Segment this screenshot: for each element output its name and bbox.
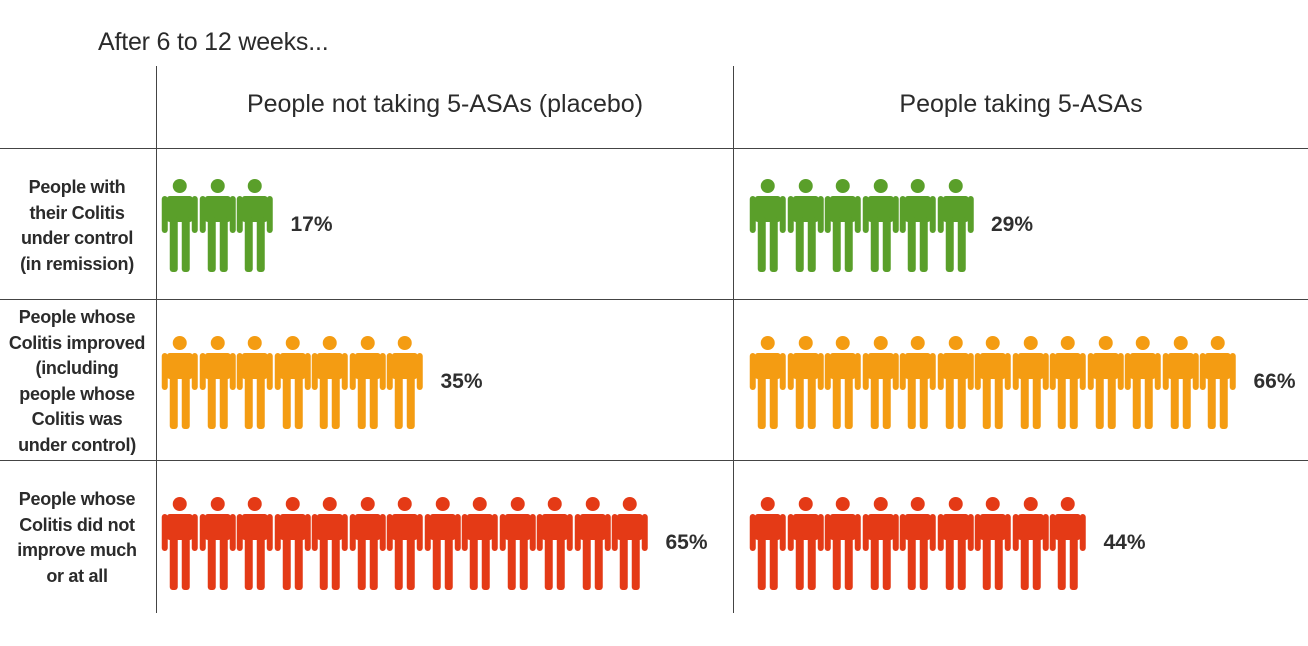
row-label-line: Colitis did not [19, 514, 135, 535]
person-icon [311, 335, 349, 429]
page-title: After 6 to 12 weeks... [98, 28, 329, 56]
row-divider-2 [0, 460, 1308, 461]
person-icon [787, 496, 825, 590]
person-icon [824, 178, 862, 272]
row-label-line: People whose [18, 307, 136, 327]
person-icon [349, 496, 387, 590]
column-divider-right [733, 66, 734, 613]
row-divider-1 [0, 299, 1308, 300]
person-icon [1162, 335, 1200, 429]
person-icon [536, 496, 574, 590]
row-label-improved: People whose Colitis improved (including pe… [0, 305, 154, 458]
icon-row [161, 335, 424, 429]
row-label-line: People with [28, 177, 126, 197]
cell-remission-placebo: 17% [161, 175, 333, 275]
row-label-line: People whose [18, 489, 136, 509]
row-label-line: their Colitis [29, 202, 125, 223]
person-icon [749, 496, 787, 590]
percent-label: 35% [440, 370, 483, 393]
cell-improved-5-asas: 66% [749, 332, 1296, 432]
cell-not-improved-5-asas: 44% [749, 493, 1146, 593]
person-icon [1199, 335, 1237, 429]
person-icon [1049, 335, 1087, 429]
row-label-line: people whose [19, 383, 135, 404]
percent-label: 65% [665, 531, 708, 554]
row-label-line: (in remission) [20, 253, 134, 274]
person-icon [349, 335, 387, 429]
person-icon [461, 496, 499, 590]
person-icon [274, 496, 312, 590]
person-icon [862, 335, 900, 429]
cell-remission-5-asas: 29% [749, 175, 1033, 275]
person-icon [937, 335, 975, 429]
icon-row [161, 178, 274, 272]
person-icon [161, 335, 199, 429]
person-icon [274, 335, 312, 429]
person-icon [749, 335, 787, 429]
percent-label: 17% [290, 213, 333, 236]
person-icon [386, 496, 424, 590]
person-icon [424, 496, 462, 590]
person-icon [199, 178, 237, 272]
person-icon [236, 496, 274, 590]
row-label-line: under control [20, 228, 134, 248]
row-label-line: (including [35, 358, 119, 378]
person-icon [974, 496, 1012, 590]
person-icon [862, 496, 900, 590]
person-icon [899, 335, 937, 429]
row-label-not-improved: People whose Colitis did not improve much o… [0, 487, 154, 589]
person-icon [824, 335, 862, 429]
person-icon [499, 496, 537, 590]
column-header-placebo: People not taking 5-ASAs (placebo) [246, 90, 644, 118]
person-icon [974, 335, 1012, 429]
person-icon [236, 335, 274, 429]
person-icon [1012, 335, 1050, 429]
person-icon [862, 178, 900, 272]
icon-row [749, 496, 1087, 590]
person-icon [937, 496, 975, 590]
person-icon [1087, 335, 1125, 429]
percent-label: 66% [1253, 370, 1296, 393]
row-label-line: Colitis was [31, 409, 123, 429]
icon-row [161, 496, 649, 590]
icon-row [749, 335, 1237, 429]
person-icon [787, 178, 825, 272]
person-icon [574, 496, 612, 590]
person-icon [311, 496, 349, 590]
row-label-line: under control) [18, 434, 136, 455]
column-header-5-asas: People taking 5-ASAs [899, 90, 1143, 118]
person-icon [161, 178, 199, 272]
person-icon [199, 335, 237, 429]
person-icon [1124, 335, 1162, 429]
percent-label: 44% [1103, 531, 1146, 554]
person-icon [1012, 496, 1050, 590]
person-icon [236, 178, 274, 272]
person-icon [199, 496, 237, 590]
person-icon [749, 178, 787, 272]
icon-row [749, 178, 975, 272]
person-icon [161, 496, 199, 590]
column-divider-left [156, 66, 157, 613]
person-icon [899, 496, 937, 590]
person-icon [937, 178, 975, 272]
person-icon [611, 496, 649, 590]
row-label-remission: People with their Colitis under control (in… [0, 175, 154, 277]
cell-improved-placebo: 35% [161, 332, 483, 432]
person-icon [824, 496, 862, 590]
row-divider-header [0, 148, 1308, 149]
person-icon [386, 335, 424, 429]
person-icon [787, 335, 825, 429]
row-label-line: or at all [46, 565, 108, 586]
person-icon [899, 178, 937, 272]
row-label-line: Colitis improved [8, 332, 146, 353]
row-label-line: improve much [17, 540, 137, 560]
percent-label: 29% [991, 213, 1034, 236]
person-icon [1049, 496, 1087, 590]
cell-not-improved-placebo: 65% [161, 493, 708, 593]
